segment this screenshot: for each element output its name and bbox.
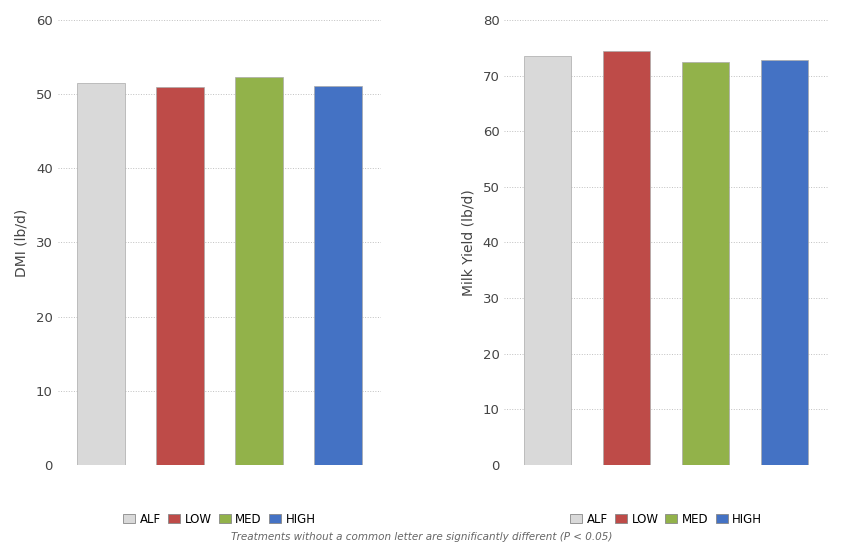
Bar [156, 87, 204, 465]
Text: Treatments without a common letter are significantly different (P < 0.05): Treatments without a common letter are s… [231, 532, 612, 542]
Y-axis label: Milk Yield (lb/d): Milk Yield (lb/d) [462, 189, 475, 296]
Bar [761, 60, 808, 465]
Legend: ALF, LOW, MED, HIGH: ALF, LOW, MED, HIGH [119, 508, 320, 530]
Y-axis label: DMI (lb/d): DMI (lb/d) [15, 208, 29, 277]
Bar [682, 62, 729, 465]
Bar [78, 83, 125, 465]
Bar [235, 77, 282, 465]
Legend: ALF, LOW, MED, HIGH: ALF, LOW, MED, HIGH [566, 508, 767, 530]
Bar [314, 86, 362, 465]
Bar [524, 56, 572, 465]
Bar [603, 50, 651, 465]
